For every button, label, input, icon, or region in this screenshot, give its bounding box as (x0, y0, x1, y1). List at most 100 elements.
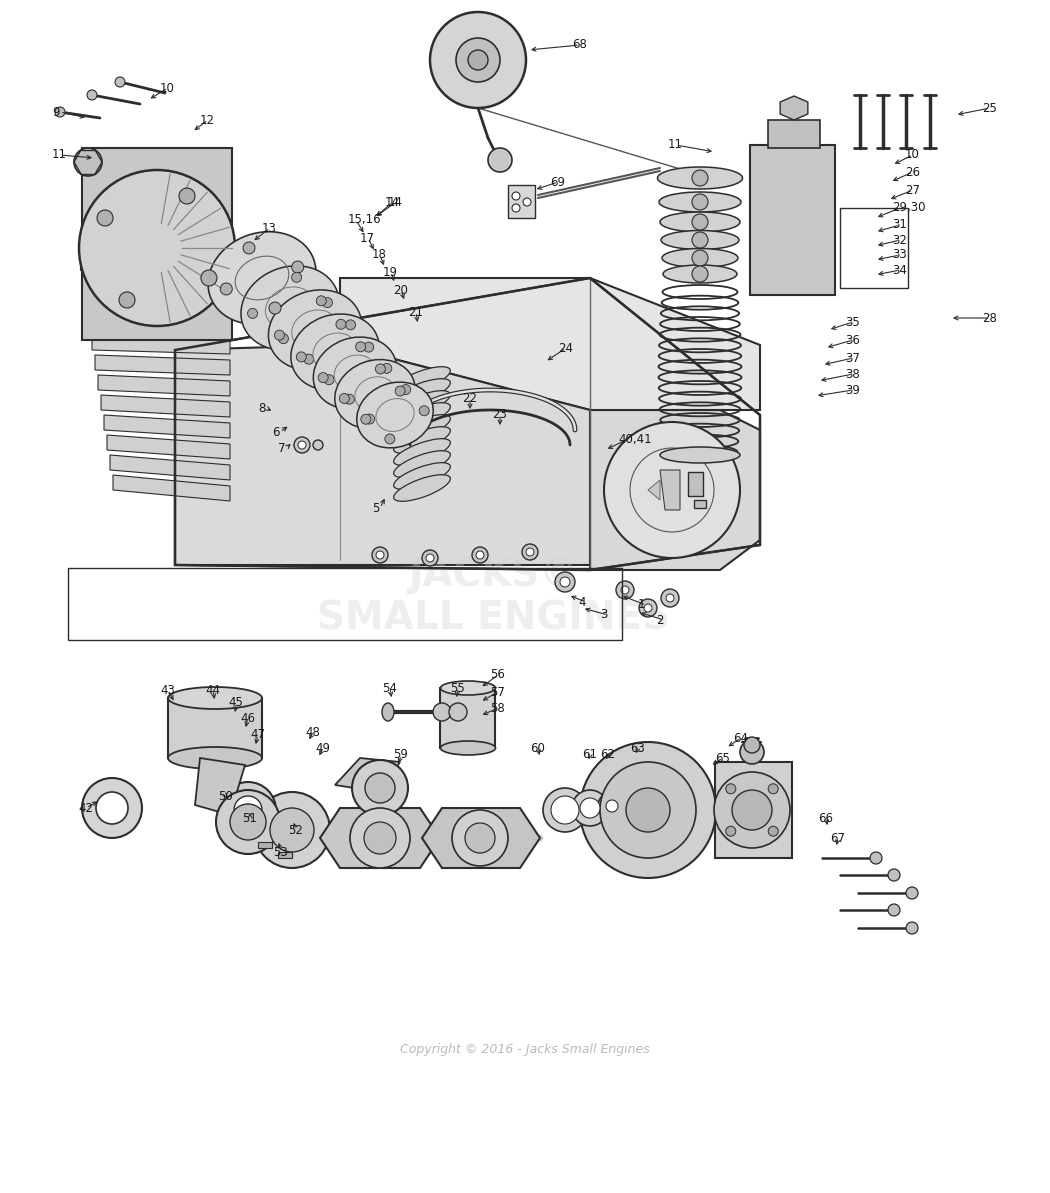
Text: 11: 11 (52, 148, 67, 161)
Circle shape (744, 737, 760, 753)
Circle shape (345, 320, 356, 329)
Circle shape (303, 354, 314, 364)
Circle shape (714, 772, 790, 848)
Circle shape (201, 270, 217, 286)
Text: 50: 50 (218, 790, 233, 803)
Text: 62: 62 (600, 748, 615, 761)
Text: 24: 24 (558, 341, 573, 354)
Ellipse shape (291, 314, 379, 390)
Polygon shape (98, 375, 230, 396)
Text: 10: 10 (160, 81, 175, 94)
Polygon shape (660, 470, 680, 509)
Circle shape (692, 251, 708, 266)
Circle shape (364, 414, 375, 424)
Ellipse shape (382, 703, 394, 721)
Bar (840, 208, 908, 288)
Circle shape (220, 781, 276, 837)
Text: 59: 59 (393, 748, 407, 761)
Circle shape (376, 551, 384, 560)
Text: 40,41: 40,41 (618, 433, 652, 446)
Circle shape (336, 320, 345, 329)
Text: 64: 64 (733, 731, 748, 744)
Circle shape (350, 808, 410, 869)
Circle shape (488, 148, 512, 172)
Polygon shape (83, 276, 230, 291)
Text: 48: 48 (304, 725, 320, 738)
Ellipse shape (394, 390, 450, 418)
Text: 42: 42 (78, 802, 93, 815)
Ellipse shape (394, 403, 450, 429)
Circle shape (294, 437, 310, 453)
Polygon shape (113, 475, 230, 501)
Polygon shape (110, 455, 230, 480)
Circle shape (526, 548, 534, 556)
Circle shape (395, 387, 405, 396)
Ellipse shape (208, 231, 316, 324)
Circle shape (430, 12, 526, 109)
Polygon shape (80, 255, 230, 270)
Text: 25: 25 (982, 101, 996, 115)
Circle shape (472, 548, 488, 563)
Text: 23: 23 (492, 408, 507, 421)
Polygon shape (780, 95, 807, 120)
Circle shape (906, 888, 918, 900)
Circle shape (119, 292, 135, 308)
Circle shape (316, 296, 327, 305)
Circle shape (512, 204, 520, 212)
Text: 12: 12 (200, 113, 215, 126)
Circle shape (616, 581, 634, 599)
Circle shape (344, 394, 355, 404)
Circle shape (560, 577, 570, 587)
Polygon shape (104, 415, 230, 438)
Text: 17: 17 (360, 231, 375, 245)
Text: 60: 60 (530, 742, 545, 754)
Text: 67: 67 (830, 832, 845, 845)
Ellipse shape (657, 167, 742, 188)
Polygon shape (89, 315, 230, 333)
Polygon shape (82, 148, 232, 340)
Text: 4: 4 (578, 595, 586, 608)
Circle shape (692, 266, 708, 282)
Circle shape (339, 394, 350, 403)
Text: 52: 52 (288, 823, 302, 836)
Circle shape (692, 194, 708, 210)
Circle shape (74, 148, 102, 177)
Polygon shape (340, 278, 760, 410)
Polygon shape (715, 762, 792, 858)
Text: 34: 34 (892, 264, 907, 277)
Text: 56: 56 (490, 668, 505, 681)
Circle shape (598, 792, 626, 820)
Circle shape (580, 742, 716, 878)
Text: 36: 36 (845, 334, 860, 346)
Text: 63: 63 (630, 742, 645, 754)
Text: 20: 20 (393, 284, 407, 297)
Circle shape (116, 78, 125, 87)
Polygon shape (648, 480, 660, 500)
Text: 68: 68 (572, 38, 587, 51)
Text: 14: 14 (385, 196, 400, 209)
Circle shape (274, 330, 285, 340)
Text: 43: 43 (160, 684, 175, 697)
Circle shape (216, 790, 280, 854)
Text: 47: 47 (250, 729, 265, 742)
Circle shape (543, 789, 587, 832)
Circle shape (662, 589, 679, 607)
Circle shape (621, 586, 629, 594)
Circle shape (419, 406, 429, 416)
Circle shape (96, 792, 128, 824)
Circle shape (644, 604, 652, 612)
Circle shape (324, 375, 334, 384)
Text: 46: 46 (240, 711, 255, 724)
Circle shape (87, 89, 97, 100)
Circle shape (356, 342, 365, 352)
Ellipse shape (269, 290, 361, 370)
Circle shape (769, 784, 778, 793)
Circle shape (639, 599, 657, 617)
Text: 57: 57 (490, 686, 505, 698)
Polygon shape (94, 356, 230, 375)
Ellipse shape (313, 338, 397, 409)
Circle shape (292, 272, 301, 283)
Circle shape (606, 801, 618, 812)
Polygon shape (590, 410, 760, 570)
Ellipse shape (357, 382, 434, 447)
